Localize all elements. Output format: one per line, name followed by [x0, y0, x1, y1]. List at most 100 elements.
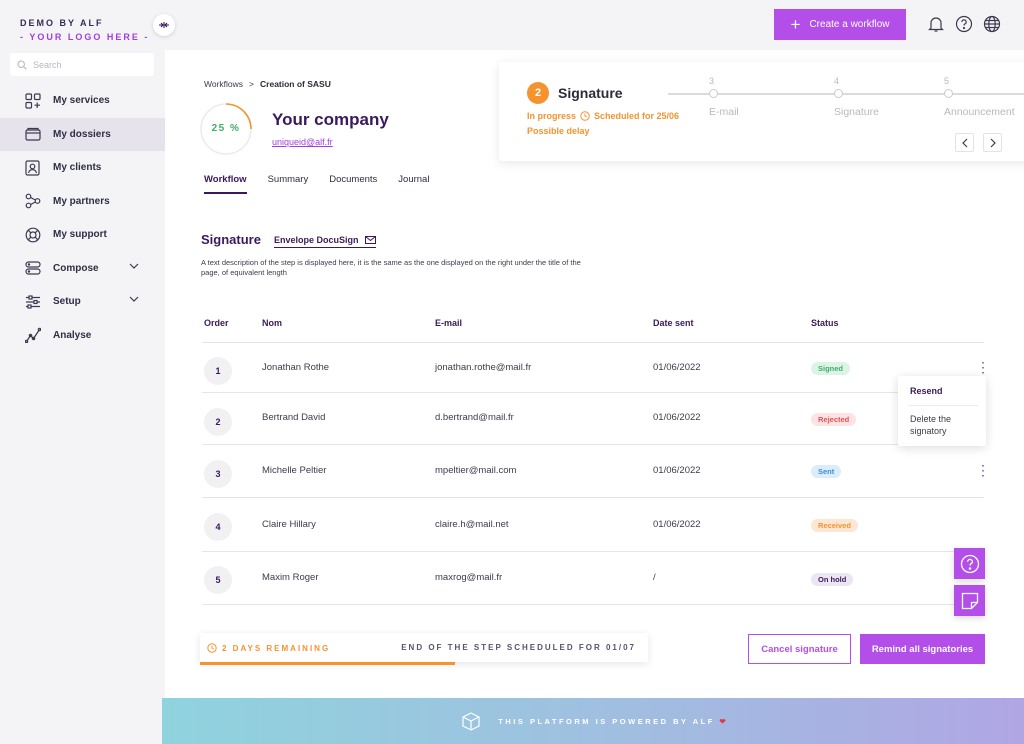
- remaining-progress-fill: [200, 662, 456, 665]
- setup-icon: [24, 293, 41, 310]
- row-order: 1: [204, 357, 232, 385]
- step-delay: Possible delay: [527, 126, 590, 136]
- search-input[interactable]: Search: [10, 53, 154, 76]
- sidebar-item-dossiers[interactable]: My dossiers: [0, 117, 165, 151]
- row-order: 4: [204, 513, 232, 541]
- status-badge: Signed: [811, 362, 851, 375]
- table-divider: [202, 551, 984, 552]
- services-icon: [24, 92, 41, 109]
- sidebar-item-label: My services: [53, 95, 110, 107]
- tab-journal[interactable]: Journal: [398, 174, 430, 185]
- row-name: Maxim Roger: [262, 572, 319, 583]
- steps-prev-button[interactable]: [955, 133, 974, 152]
- sidebar-item-partners[interactable]: My partners: [0, 185, 165, 219]
- brand-name: DEMO BY ALF: [20, 18, 104, 28]
- support-icon: [24, 226, 41, 243]
- footer: THIS PLATFORM IS POWERED BY ALF ❤: [162, 698, 1024, 744]
- globe-icon[interactable]: [983, 15, 1001, 33]
- sidebar-item-services[interactable]: My services: [0, 84, 165, 118]
- row-name: Claire Hillary: [262, 519, 316, 530]
- cancel-signature-button[interactable]: Cancel signature: [748, 634, 851, 664]
- bell-icon[interactable]: [927, 15, 945, 33]
- row-email: mpeltier@mail.com: [435, 465, 517, 476]
- sidebar-item-label: My clients: [53, 162, 102, 174]
- step-status: In progress Scheduled for 25/06: [527, 111, 679, 121]
- sidebar-item-support[interactable]: My support: [0, 218, 165, 252]
- chevron-right-icon: [990, 138, 996, 147]
- column-header-status: Status: [811, 318, 839, 328]
- breadcrumb: Workflows > Creation of SASU: [204, 79, 331, 89]
- row-date: 01/06/2022: [653, 465, 701, 476]
- company-link[interactable]: uniqueid@alf.fr: [272, 137, 333, 147]
- create-workflow-label: Create a workflow: [809, 19, 890, 30]
- collapse-sidebar-button[interactable]: [153, 14, 175, 36]
- clients-icon: [24, 159, 41, 176]
- mail-icon: [364, 236, 376, 244]
- next-step-number: 5: [944, 76, 950, 86]
- progress-ring-arc: [200, 103, 252, 155]
- next-step-label[interactable]: Announcement: [944, 106, 1015, 118]
- footer-text: THIS PLATFORM IS POWERED BY ALF ❤: [498, 717, 725, 726]
- folder-icon: [24, 126, 41, 143]
- row-menu-button[interactable]: ⋮: [976, 359, 990, 375]
- brand-logo-text: - YOUR LOGO HERE -: [20, 32, 150, 42]
- sidebar-item-setup[interactable]: Setup: [0, 285, 165, 319]
- row-order: 5: [204, 566, 232, 594]
- chevron-down-icon: [129, 263, 139, 269]
- next-step-label[interactable]: Signature: [834, 106, 879, 118]
- platform-box-icon: [462, 712, 480, 731]
- company-name: Your company: [272, 110, 389, 129]
- partners-icon: [24, 193, 41, 210]
- clock-icon: [207, 643, 217, 653]
- sidebar: DEMO BY ALF - YOUR LOGO HERE - Search My…: [0, 0, 165, 744]
- step-progress-card: [499, 62, 1024, 161]
- create-workflow-button[interactable]: + Create a workflow: [774, 9, 906, 40]
- sidebar-item-clients[interactable]: My clients: [0, 151, 165, 185]
- sticky-note-icon: [961, 592, 978, 609]
- help-icon[interactable]: [955, 15, 973, 33]
- status-badge: On hold: [811, 573, 854, 586]
- table-divider: [202, 392, 984, 393]
- sidebar-item-compose[interactable]: Compose: [0, 252, 165, 286]
- envelope-link[interactable]: Envelope DocuSign: [274, 235, 376, 248]
- breadcrumb-root[interactable]: Workflows: [204, 79, 244, 89]
- sidebar-item-label: My partners: [53, 195, 110, 207]
- row-email: maxrog@mail.fr: [435, 572, 503, 583]
- next-step-number: 4: [834, 76, 840, 86]
- search-icon: [17, 59, 27, 70]
- tab-summary[interactable]: Summary: [267, 174, 309, 185]
- column-header-name: Nom: [262, 318, 282, 328]
- next-step-label[interactable]: E-mail: [709, 106, 739, 118]
- table-divider: [202, 444, 984, 445]
- remind-all-button[interactable]: Remind all signatories: [860, 634, 985, 664]
- column-header-email: E-mail: [435, 318, 463, 328]
- current-step-title: Signature: [558, 85, 623, 101]
- row-order: 3: [204, 460, 232, 488]
- sidebar-item-analyse[interactable]: Analyse: [0, 319, 165, 353]
- breadcrumb-current: Creation of SASU: [260, 79, 331, 89]
- row-email: jonathan.rothe@mail.fr: [435, 362, 532, 373]
- step-scheduled: Scheduled for 25/06: [594, 111, 680, 121]
- tab-workflow[interactable]: Workflow: [204, 174, 247, 194]
- notes-fab-button[interactable]: [954, 585, 985, 616]
- row-menu-button[interactable]: ⋮: [976, 462, 990, 478]
- remaining-days-label: 2 DAYS REMAINING: [222, 643, 331, 653]
- tab-documents[interactable]: Documents: [329, 174, 378, 185]
- steps-next-button[interactable]: [983, 133, 1002, 152]
- sidebar-item-label: Setup: [53, 296, 81, 308]
- heart-icon: ❤: [719, 716, 726, 726]
- search-placeholder: Search: [33, 59, 62, 70]
- resend-menu-item[interactable]: Resend: [910, 386, 943, 396]
- brand-logo[interactable]: DEMO BY ALF - YOUR LOGO HERE -: [20, 18, 149, 42]
- progress-percentage: 25 %: [211, 123, 241, 134]
- row-name: Michelle Peltier: [262, 465, 327, 476]
- delete-signatory-menu-item[interactable]: Delete the signatory: [910, 414, 952, 436]
- status-badge: Received: [811, 519, 858, 532]
- column-header-order: Order: [204, 318, 229, 328]
- step-dot: [944, 89, 953, 98]
- row-email: d.bertrand@mail.fr: [435, 412, 514, 423]
- remaining-days: 2 DAYS REMAINING: [207, 643, 330, 653]
- row-name: Jonathan Rothe: [262, 362, 330, 373]
- help-fab-button[interactable]: [954, 548, 985, 579]
- progress-ring: [200, 103, 252, 155]
